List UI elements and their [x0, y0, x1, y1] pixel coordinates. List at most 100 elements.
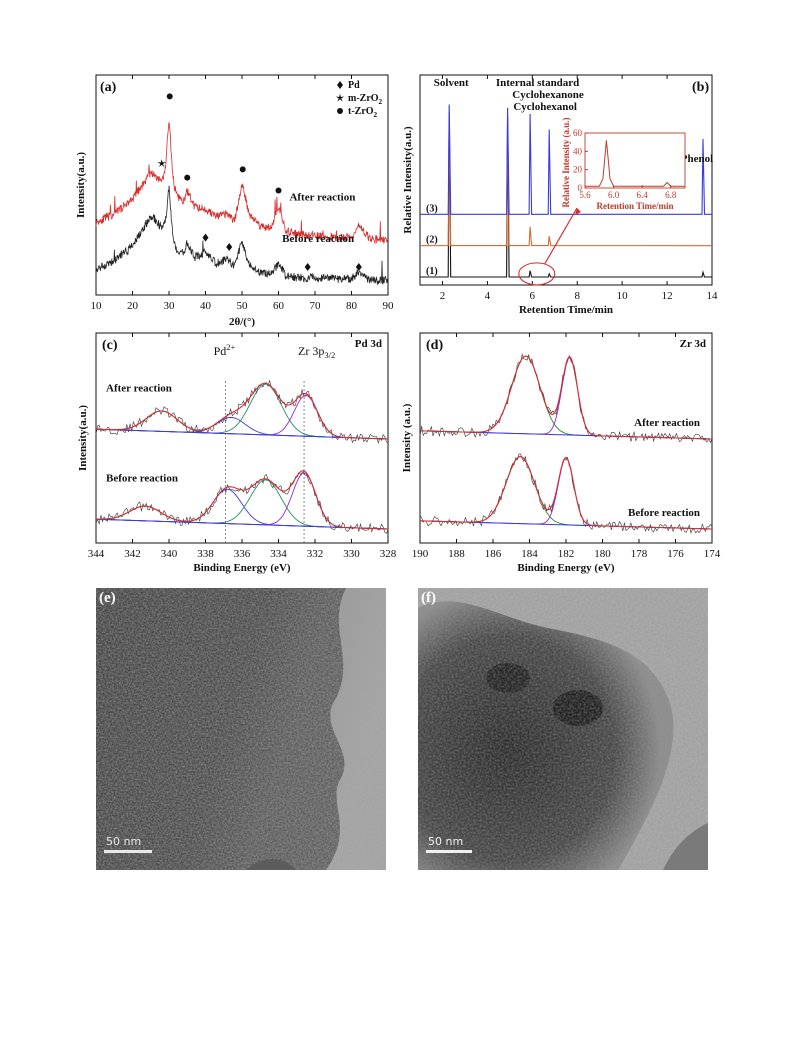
gc-xtick-label-4: 10	[617, 290, 629, 302]
pd-component-before-1	[96, 488, 389, 530]
zr-xtick-label-1: 188	[448, 548, 465, 560]
xrd-ylabel: Intensity(a.u.)	[75, 152, 87, 218]
xrd-marker-circle-3	[239, 166, 246, 173]
xrd-series-after	[95, 122, 388, 245]
xrd-legend-label-1: m-ZrO2	[348, 93, 383, 106]
gc-xtick-label-3: 8	[574, 290, 580, 302]
zr-xtick-label-2: 186	[485, 548, 502, 560]
pd-component-before-0	[96, 505, 389, 530]
xrd-marker-circle-0	[166, 93, 173, 100]
gc-trace-1	[420, 112, 712, 278]
xrd-xlabel: 2θ/(°)	[229, 316, 255, 328]
xrd-legend-diamond-symbol	[337, 81, 343, 89]
pd-xtick-label-6: 332	[307, 548, 324, 560]
gc-zoom-arrowhead	[575, 208, 581, 215]
zr-component-after-1	[419, 356, 712, 440]
zr-baseline-before	[419, 520, 712, 530]
pd-annotation-1: Zr 3p3/2	[298, 344, 335, 360]
pd-xtick-label-2: 340	[161, 548, 178, 560]
xrd-xtick-label-8: 90	[383, 300, 395, 312]
pd-fit-before	[96, 470, 389, 530]
gc-plot-frame	[419, 74, 713, 286]
pd-component-after-0	[96, 410, 389, 440]
zr-xtick-label-7: 176	[667, 548, 684, 560]
gc-inset-xtick-label-3: 6.8	[665, 190, 677, 200]
tem-label-e: (e)	[99, 590, 116, 606]
tem-texture-f	[418, 588, 708, 870]
gc-zoom-circle	[518, 262, 556, 286]
xrd-marker-diamond-7	[304, 263, 311, 271]
pd-component-before-2	[96, 479, 389, 530]
zr-raw-after	[419, 353, 713, 444]
gc-inset-line	[585, 140, 685, 187]
pd-plot-frame	[95, 332, 389, 544]
pd-xtick-label-5: 334	[270, 548, 287, 560]
gc-peak-label-0: Solvent	[434, 77, 469, 89]
pd-annotation-0: Pd2+	[214, 342, 236, 358]
pd-xtick-label-8: 328	[380, 548, 397, 560]
pd-xtick-label-7: 330	[343, 548, 360, 560]
xrd-marker-circle-4	[275, 187, 282, 194]
zr-title: Zr 3d	[680, 338, 706, 350]
xrd-plot-frame	[95, 74, 389, 296]
zr-raw-before	[419, 453, 713, 534]
gc-inset-ylabel: Relative Intensity (a.u.)	[561, 118, 571, 208]
xrd-series-before	[95, 185, 389, 286]
zr-baseline-after	[419, 430, 712, 440]
xrd-marker-star-1	[157, 159, 166, 168]
zr-xtick-label-0: 190	[412, 548, 429, 560]
tem-image-f: (f) 50 nm	[418, 588, 708, 870]
xrd-xtick-label-0: 10	[91, 300, 103, 312]
xrd-xtick-label-1: 20	[127, 300, 139, 312]
scale-bar-e	[104, 850, 152, 853]
gc-trace-3	[419, 104, 713, 215]
xrd-xtick-label-3: 40	[200, 300, 212, 312]
pd-group-label-before: Before reaction	[106, 473, 178, 485]
xrd-marker-diamond-5	[202, 233, 209, 242]
xrd-panel-label: (a)	[100, 80, 117, 95]
gc-zoom-arrow	[544, 207, 578, 265]
gc-inset-xtick-label-0: 5.6	[579, 190, 591, 200]
gc-inset-xtick-label-1: 6.0	[608, 190, 620, 200]
zr-component-after-0	[419, 355, 712, 440]
pd-ylabel: Intensity(a.u.)	[77, 405, 89, 471]
tem-image-e: (e) 50 nm	[96, 588, 386, 870]
scale-bar-label-f: 50 nm	[428, 835, 464, 848]
pd-xtick-label-0: 344	[88, 548, 105, 560]
pd-title: Pd 3d	[355, 338, 382, 350]
xrd-xtick-label-4: 50	[237, 300, 249, 312]
zr-group-label-after: After reaction	[634, 417, 700, 429]
pd-xtick-label-4: 336	[234, 548, 251, 560]
xrd-legend-star-symbol	[335, 93, 345, 102]
zr-xtick-label-6: 178	[631, 548, 648, 560]
pd-group-label-after: After reaction	[106, 383, 172, 395]
gc-xlabel: Retention Time/min	[519, 304, 613, 316]
xrd-series-label-before: Before reaction	[282, 233, 354, 245]
pd-xlabel: Binding Energy (eV)	[193, 562, 291, 574]
zr-xtick-label-3: 184	[521, 548, 538, 560]
tem-label-f: (f)	[421, 590, 436, 606]
xrd-xtick-label-2: 30	[164, 300, 176, 312]
gc-peak-label-2: Cyclohexanone	[512, 89, 584, 101]
gc-xtick-label-5: 12	[662, 290, 673, 302]
xrd-xtick-label-7: 80	[346, 300, 358, 312]
gc-trace-2	[419, 112, 713, 247]
gc-xtick-label-2: 6	[530, 290, 536, 302]
zr-xtick-label-5: 180	[594, 548, 611, 560]
gc-inset-ytick-label-3: 60	[573, 128, 583, 138]
scale-bar-f	[426, 850, 472, 853]
zr-xtick-label-8: 174	[704, 548, 721, 560]
xrd-marker-circle-2	[184, 174, 191, 181]
zr-ylabel: Intensity (a.u.)	[401, 403, 413, 472]
gc-xtick-label-1: 4	[485, 290, 491, 302]
pd-component-after-3	[96, 394, 389, 440]
pd-baseline-before	[96, 518, 389, 530]
gc-xtick-label-0: 2	[440, 290, 446, 302]
zr-xtick-label-4: 182	[558, 548, 575, 560]
gc-inset-xtick-label-2: 6.4	[637, 190, 649, 200]
zr-xlabel: Binding Energy (eV)	[517, 562, 615, 574]
gc-peak-label-4: Phenol	[681, 153, 713, 165]
pd-xtick-label-1: 342	[124, 548, 141, 560]
gc-inset-ytick-label-0: 0	[578, 183, 583, 193]
gc-inset-ytick-label-2: 40	[573, 146, 583, 156]
